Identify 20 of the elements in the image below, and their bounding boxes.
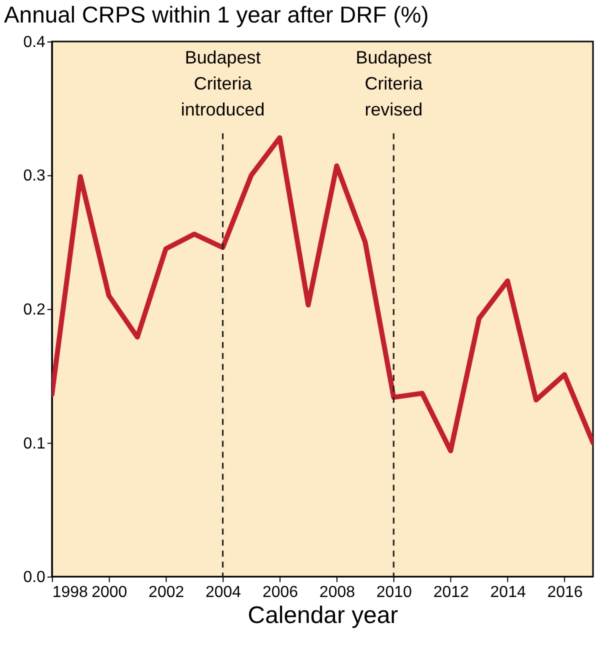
x-tick-label: 2010: [376, 584, 412, 602]
x-tick-label: 2012: [433, 584, 469, 602]
x-tick-label: 2006: [262, 584, 298, 602]
x-tick-label: 2014: [490, 584, 526, 602]
ref-line-label: Budapest Criteria introduced: [180, 47, 265, 120]
x-tick-label: 2008: [319, 584, 356, 602]
x-tick-label: 2016: [547, 584, 583, 602]
y-tick-label: 0.0: [23, 569, 46, 586]
x-tick-label: 1998: [52, 584, 88, 602]
line-series: [52, 135, 594, 454]
y-tick-label: 0.3: [23, 168, 46, 185]
x-tick-label: 2002: [148, 584, 184, 602]
x-tick-label: 2004: [206, 584, 242, 602]
chart-title: Annual CRPS within 1 year after DRF (%): [4, 1, 429, 28]
y-tick-label: 0.1: [23, 435, 46, 452]
x-axis-title: Calendar year: [248, 602, 398, 629]
y-tick-label: 0.2: [23, 302, 46, 319]
x-tick-label: 2000: [92, 584, 128, 602]
ref-line-label: Budapest Criteria revised: [356, 47, 432, 120]
y-tick-label: 0.4: [23, 34, 46, 51]
